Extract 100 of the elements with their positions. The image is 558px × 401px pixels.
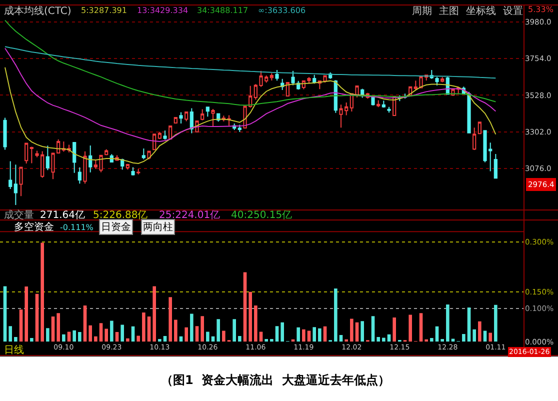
text: 日线 <box>4 344 24 356</box>
bar <box>446 304 450 342</box>
bar <box>83 305 87 342</box>
bar <box>147 316 151 342</box>
bar <box>35 294 39 342</box>
candlestick <box>163 130 167 140</box>
line-series <box>4 46 496 79</box>
text: 5:3287.391 <box>81 6 127 15</box>
bar <box>14 337 18 342</box>
candlestick <box>206 106 210 118</box>
bar <box>344 339 348 342</box>
line-series <box>4 66 496 164</box>
candlestick <box>72 142 76 174</box>
candlestick <box>184 111 188 122</box>
bar <box>30 338 34 342</box>
candlestick <box>467 91 471 134</box>
annotation: 25:224.01亿 <box>159 210 220 221</box>
bar <box>142 312 146 342</box>
bar <box>408 314 412 342</box>
annotation: 40:250.15亿 <box>231 210 292 221</box>
bar <box>430 338 434 342</box>
annotation: 坐标线 <box>466 5 496 17</box>
bar <box>232 319 236 342</box>
bar <box>270 339 274 342</box>
bar <box>78 332 82 342</box>
text: 设置 <box>503 5 523 17</box>
candlestick <box>136 168 140 175</box>
bar <box>51 316 55 342</box>
bar <box>440 339 444 342</box>
candlestick <box>83 150 87 184</box>
annotation: 周期 <box>412 5 432 17</box>
bar <box>62 334 66 342</box>
legend-title: 成本均线(CTC) <box>4 5 72 17</box>
candlestick <box>46 145 50 171</box>
bar <box>462 334 466 342</box>
bar <box>88 325 92 342</box>
annotation: 两向柱 <box>143 221 173 233</box>
candlestick <box>211 108 215 128</box>
bar <box>120 324 124 342</box>
bar <box>216 319 220 342</box>
bar <box>158 339 162 342</box>
bar <box>312 327 316 342</box>
bar <box>8 326 12 342</box>
candlestick <box>238 124 242 133</box>
bar <box>360 321 364 342</box>
annotation: 成交量 <box>4 209 34 221</box>
candlestick <box>126 163 130 170</box>
candlestick <box>478 122 482 135</box>
text: ∞:3633.606 <box>258 6 306 15</box>
candlestick <box>376 100 380 108</box>
bar <box>296 327 300 342</box>
bar <box>483 330 487 342</box>
bar <box>99 323 103 342</box>
annotation: 主图 <box>439 5 459 17</box>
line-series <box>4 48 496 142</box>
candlestick <box>131 166 135 176</box>
candlestick <box>14 164 18 206</box>
bar <box>184 327 188 342</box>
bar <box>419 313 423 342</box>
bar <box>174 320 178 342</box>
bar <box>206 332 210 342</box>
bar <box>392 317 396 342</box>
bar <box>46 328 50 342</box>
bar <box>136 336 140 342</box>
candlestick <box>371 96 375 106</box>
bar <box>280 322 284 342</box>
bar <box>264 339 268 342</box>
bar <box>110 320 114 342</box>
text: -0.111% <box>60 223 94 232</box>
candlestick <box>190 108 194 134</box>
line-series <box>4 20 496 106</box>
candlestick <box>19 166 23 197</box>
candlestick <box>179 112 183 124</box>
bar <box>94 336 98 342</box>
bar <box>24 286 28 342</box>
bar <box>152 286 156 342</box>
bar <box>334 288 338 342</box>
candlestick <box>472 127 476 151</box>
bar <box>40 242 44 342</box>
bar <box>56 313 60 342</box>
bar <box>67 332 71 342</box>
bar <box>478 321 482 342</box>
bar <box>467 307 471 342</box>
bar <box>382 338 386 342</box>
bar <box>307 330 311 342</box>
candlestick <box>387 106 391 114</box>
candlestick <box>30 146 34 164</box>
bar <box>376 337 380 342</box>
bar <box>248 292 252 342</box>
bar <box>494 304 498 342</box>
bar <box>424 339 428 342</box>
candlestick <box>8 160 12 190</box>
bar <box>72 330 76 342</box>
chart-title: 多空资金 <box>14 221 54 233</box>
candlestick <box>494 153 498 179</box>
text: 13:3429.334 <box>137 6 188 15</box>
candlestick <box>174 116 178 124</box>
bar <box>318 328 322 342</box>
candlestick <box>312 74 316 84</box>
candlestick <box>152 134 156 150</box>
